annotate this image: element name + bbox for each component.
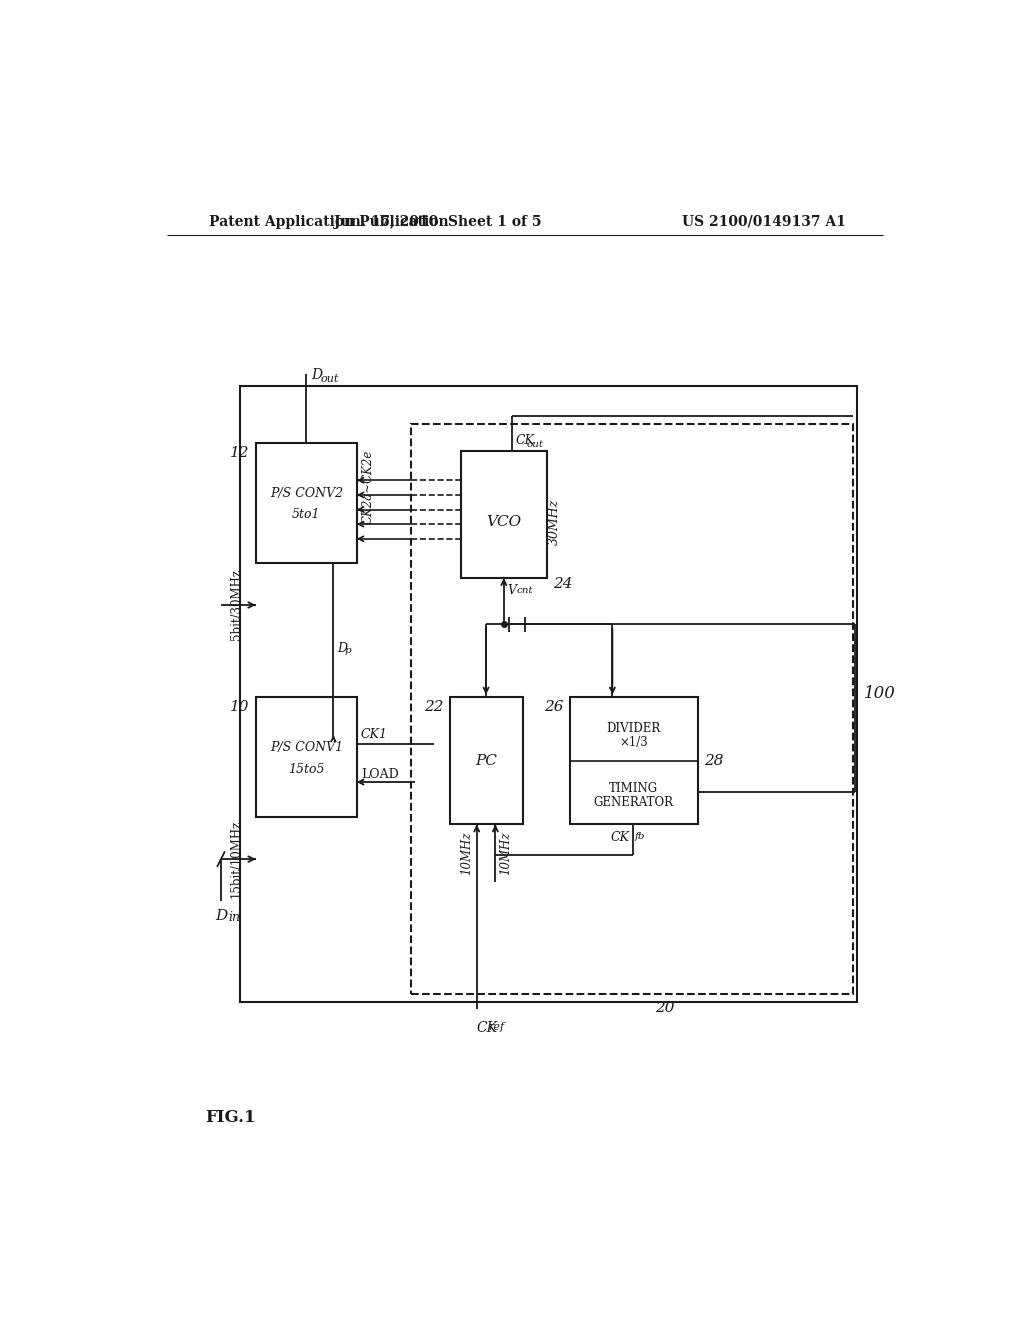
Text: out: out xyxy=(321,374,339,384)
Bar xyxy=(256,697,356,817)
Text: CK: CK xyxy=(610,830,630,843)
Text: 15bit/10MHz: 15bit/10MHz xyxy=(230,820,243,898)
Bar xyxy=(461,451,547,578)
Text: 12: 12 xyxy=(230,446,250,459)
Bar xyxy=(569,697,697,825)
Bar xyxy=(241,385,856,1002)
Bar xyxy=(256,444,356,562)
Text: LOAD: LOAD xyxy=(361,767,399,780)
Text: TIMING: TIMING xyxy=(608,781,657,795)
Bar xyxy=(450,697,523,825)
Text: 10: 10 xyxy=(230,700,250,714)
Text: fb: fb xyxy=(635,832,645,841)
Text: 24: 24 xyxy=(553,577,572,591)
Text: CK: CK xyxy=(477,1020,498,1035)
Text: P/S CONV1: P/S CONV1 xyxy=(269,741,343,754)
Text: P/S CONV2: P/S CONV2 xyxy=(269,487,343,500)
Text: 30MHz: 30MHz xyxy=(548,499,561,545)
Text: 10MHz: 10MHz xyxy=(460,832,473,875)
Text: US 2100/0149137 A1: US 2100/0149137 A1 xyxy=(682,215,846,228)
Text: VCO: VCO xyxy=(486,515,521,529)
Text: 22: 22 xyxy=(424,700,443,714)
Bar xyxy=(411,424,853,994)
Text: DIVIDER: DIVIDER xyxy=(606,722,660,735)
Text: D: D xyxy=(311,368,322,381)
Text: 100: 100 xyxy=(864,685,896,702)
Text: 15to5: 15to5 xyxy=(288,763,325,776)
Text: in: in xyxy=(228,911,241,924)
Text: GENERATOR: GENERATOR xyxy=(593,796,674,809)
Text: CK1: CK1 xyxy=(360,729,387,742)
Text: 5to1: 5to1 xyxy=(292,508,321,521)
Text: 5bit/30MHz: 5bit/30MHz xyxy=(230,569,243,640)
Text: 26: 26 xyxy=(544,700,563,714)
Text: ref: ref xyxy=(488,1022,505,1032)
Text: V: V xyxy=(508,585,517,597)
Text: 10MHz: 10MHz xyxy=(500,832,512,875)
Text: CK: CK xyxy=(515,434,535,447)
Text: 28: 28 xyxy=(703,754,723,767)
Text: out: out xyxy=(526,440,544,449)
Text: p: p xyxy=(345,645,351,655)
Text: 20: 20 xyxy=(655,1001,675,1015)
Text: D: D xyxy=(337,643,347,656)
Text: Jun. 17, 2010  Sheet 1 of 5: Jun. 17, 2010 Sheet 1 of 5 xyxy=(334,215,542,228)
Text: Patent Application Publication: Patent Application Publication xyxy=(209,215,449,228)
Text: ×1/3: ×1/3 xyxy=(618,737,647,750)
Text: D: D xyxy=(215,909,227,923)
Text: FIG.1: FIG.1 xyxy=(206,1109,256,1126)
Text: PC: PC xyxy=(475,754,497,767)
Text: cnt: cnt xyxy=(516,586,532,595)
Text: CK2a∼CK2e: CK2a∼CK2e xyxy=(361,449,375,524)
